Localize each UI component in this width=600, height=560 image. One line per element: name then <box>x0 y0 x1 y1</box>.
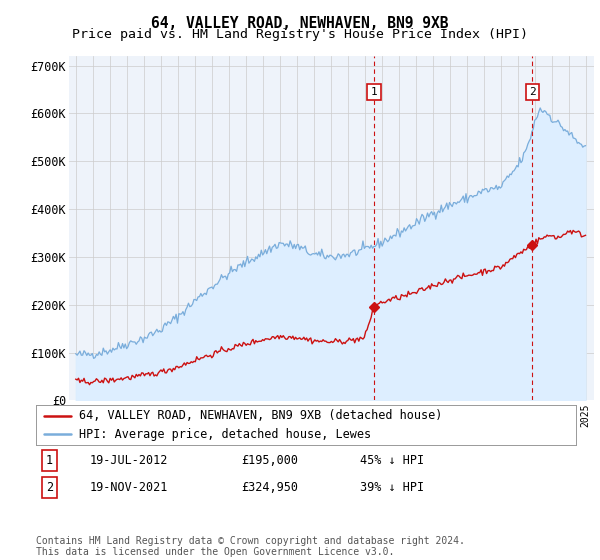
Text: Contains HM Land Registry data © Crown copyright and database right 2024.
This d: Contains HM Land Registry data © Crown c… <box>36 535 465 557</box>
Text: 19-JUL-2012: 19-JUL-2012 <box>90 454 169 467</box>
Text: 2: 2 <box>529 87 536 97</box>
Text: 1: 1 <box>46 454 53 467</box>
Text: 2: 2 <box>46 480 53 494</box>
Text: £195,000: £195,000 <box>241 454 298 467</box>
Text: 19-NOV-2021: 19-NOV-2021 <box>90 480 169 494</box>
Text: 45% ↓ HPI: 45% ↓ HPI <box>360 454 424 467</box>
Text: HPI: Average price, detached house, Lewes: HPI: Average price, detached house, Lewe… <box>79 428 371 441</box>
Text: 64, VALLEY ROAD, NEWHAVEN, BN9 9XB (detached house): 64, VALLEY ROAD, NEWHAVEN, BN9 9XB (deta… <box>79 409 443 422</box>
Text: 1: 1 <box>370 87 377 97</box>
Text: £324,950: £324,950 <box>241 480 298 494</box>
Text: Price paid vs. HM Land Registry's House Price Index (HPI): Price paid vs. HM Land Registry's House … <box>72 28 528 41</box>
Text: 64, VALLEY ROAD, NEWHAVEN, BN9 9XB: 64, VALLEY ROAD, NEWHAVEN, BN9 9XB <box>151 16 449 31</box>
Text: 39% ↓ HPI: 39% ↓ HPI <box>360 480 424 494</box>
